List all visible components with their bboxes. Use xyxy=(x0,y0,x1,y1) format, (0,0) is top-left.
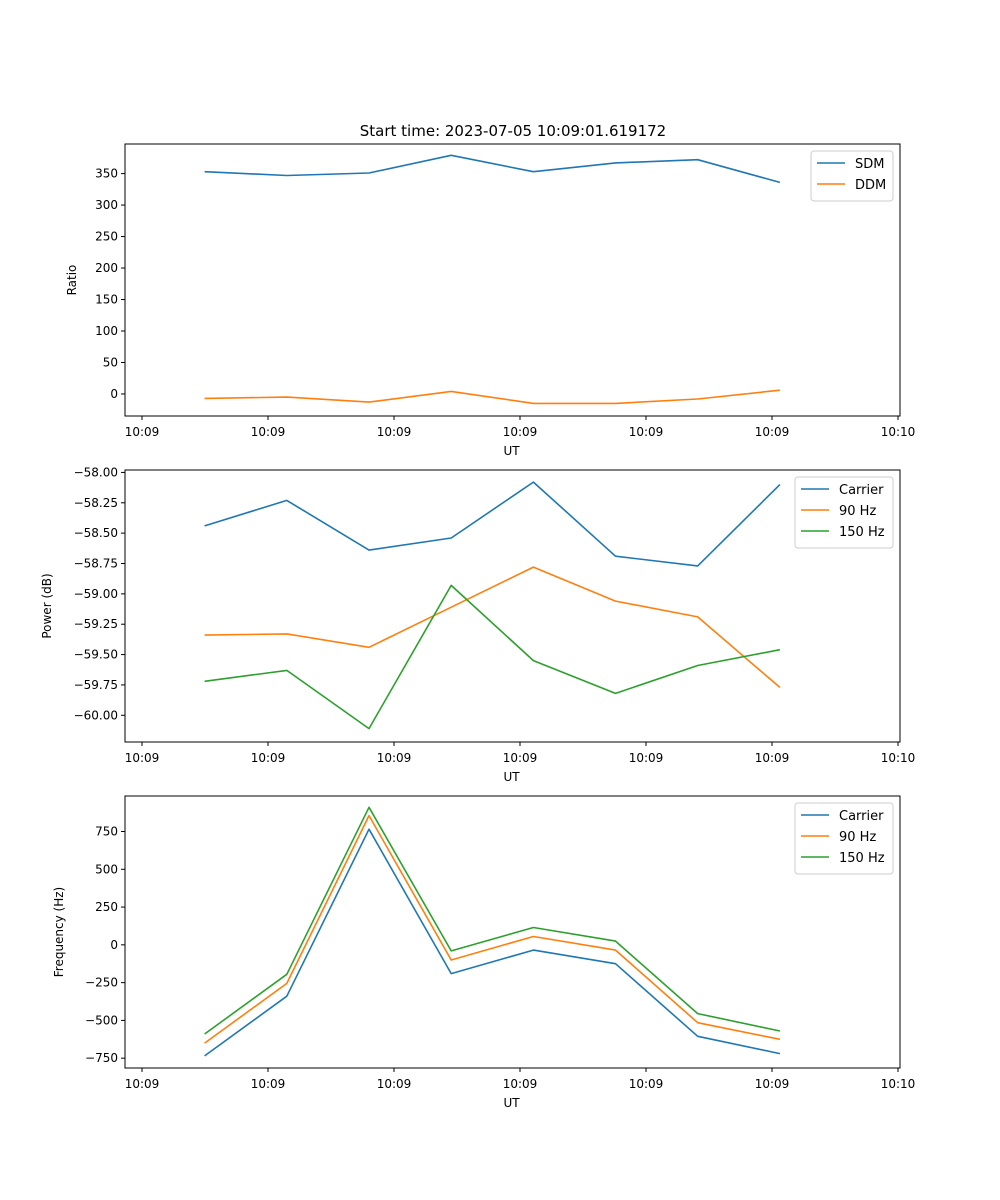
subplot-frequency: 10:09 10:09 10:09 10:09 10:09 10:09 10:10 −750 −… xyxy=(52,795,916,1110)
chart0-legend-label: SDM xyxy=(855,157,884,172)
chart2-x-tick-label: 10:09 xyxy=(125,1077,160,1091)
chart1-x-axis-label: UT xyxy=(503,770,520,784)
chart1-y-tick-label: −59.50 xyxy=(74,648,118,662)
chart2-y-tick-label: 500 xyxy=(95,862,118,876)
chart1-y-axis-label: Power (dB) xyxy=(40,573,54,638)
chart0-y-tick-label: 150 xyxy=(95,293,118,307)
chart0-y-tick-label: 200 xyxy=(95,261,118,275)
chart2-y-tick-label: 250 xyxy=(95,900,118,914)
chart2-x-tick-label: 10:09 xyxy=(251,1077,286,1091)
chart2-x-tick-label: 10:09 xyxy=(755,1077,790,1091)
chart0-series-line-ddm xyxy=(204,389,780,405)
chart2-x-tick-label: 10:09 xyxy=(377,1077,412,1091)
chart0-y-tick-label: 50 xyxy=(103,355,118,369)
subplot-ratio: 10:09 10:09 10:09 10:09 10:09 10:09 10:10 0 50 10… xyxy=(65,143,916,458)
chart2-y-tick-label: −750 xyxy=(85,1051,118,1065)
chart0-x-axis-label: UT xyxy=(503,444,520,458)
chart1-series-line-150-hz xyxy=(204,584,781,730)
chart2-y-tick-label: 750 xyxy=(95,825,118,839)
chart2-y-tick-label: −500 xyxy=(85,1013,118,1027)
chart0-x-tick-label: 10:09 xyxy=(125,425,160,439)
chart0-y-tick-label: 100 xyxy=(95,324,118,338)
chart0-x-tick-label: 10:09 xyxy=(251,425,286,439)
chart1-y-tick-label: −58.75 xyxy=(74,557,118,571)
chart2-axes-frame xyxy=(124,795,901,1069)
chart0-series-line-sdm xyxy=(204,154,781,184)
chart1-legend-label: Carrier xyxy=(839,483,884,498)
chart1-axes-frame xyxy=(124,469,901,743)
chart2-y-axis-label: Frequency (Hz) xyxy=(52,887,66,978)
chart2-x-tick-label: 10:09 xyxy=(629,1077,664,1091)
chart1-series-line-90-hz xyxy=(204,566,781,689)
chart0-y-tick-label: 350 xyxy=(95,167,118,181)
subplot-power: 10:09 10:09 10:09 10:09 10:09 10:09 10:10 −60.0… xyxy=(40,465,915,784)
chart1-y-tick-label: −59.75 xyxy=(74,678,118,692)
chart1-x-tick-label: 10:09 xyxy=(377,751,412,765)
chart0-x-tick-label: 10:09 xyxy=(755,425,790,439)
chart0-x-tick-label: 10:09 xyxy=(377,425,412,439)
chart0-legend-label: DDM xyxy=(855,178,886,193)
chart2-y-tick-label: −250 xyxy=(85,976,118,990)
chart0-y-axis-label: Ratio xyxy=(65,265,79,296)
chart2-y-tick-label: 0 xyxy=(110,938,118,952)
chart0-x-tick-label: 10:10 xyxy=(881,425,916,439)
chart1-y-tick-label: −58.25 xyxy=(74,496,118,510)
chart1-x-tick-label: 10:09 xyxy=(251,751,286,765)
chart0-axes-frame xyxy=(124,143,901,417)
figure-title: Start time: 2023-07-05 10:09:01.619172 xyxy=(360,122,666,140)
chart2-series-line-carrier xyxy=(204,828,781,1057)
chart2-series-line-150-hz xyxy=(204,806,781,1035)
chart1-y-tick-label: −58.50 xyxy=(74,526,118,540)
chart0-x-tick-label: 10:09 xyxy=(629,425,664,439)
chart1-y-tick-label: −59.25 xyxy=(74,617,118,631)
chart1-legend-label: 90 Hz xyxy=(839,504,876,519)
chart2-x-tick-label: 10:09 xyxy=(503,1077,538,1091)
chart2-legend-label: Carrier xyxy=(839,809,884,824)
chart0-y-tick-label: 300 xyxy=(95,198,118,212)
chart1-y-tick-label: −60.00 xyxy=(74,708,118,722)
chart1-legend-label: 150 Hz xyxy=(839,525,885,540)
chart2-legend-label: 90 Hz xyxy=(839,830,876,845)
chart1-series-line-carrier xyxy=(204,481,781,567)
chart0-y-tick-label: 0 xyxy=(110,387,118,401)
chart2-x-tick-label: 10:10 xyxy=(881,1077,916,1091)
chart1-x-tick-label: 10:09 xyxy=(755,751,790,765)
chart2-series-line-90-hz xyxy=(204,814,781,1044)
chart1-x-tick-label: 10:09 xyxy=(629,751,664,765)
chart1-x-tick-label: 10:09 xyxy=(503,751,538,765)
chart0-x-tick-label: 10:09 xyxy=(503,425,538,439)
chart1-y-tick-label: −58.00 xyxy=(74,465,118,479)
chart0-y-tick-label: 250 xyxy=(95,230,118,244)
chart1-x-tick-label: 10:09 xyxy=(125,751,160,765)
chart2-legend-label: 150 Hz xyxy=(839,851,885,866)
chart1-x-tick-label: 10:10 xyxy=(881,751,916,765)
chart2-x-axis-label: UT xyxy=(503,1096,520,1110)
chart1-y-tick-label: −59.00 xyxy=(74,587,118,601)
